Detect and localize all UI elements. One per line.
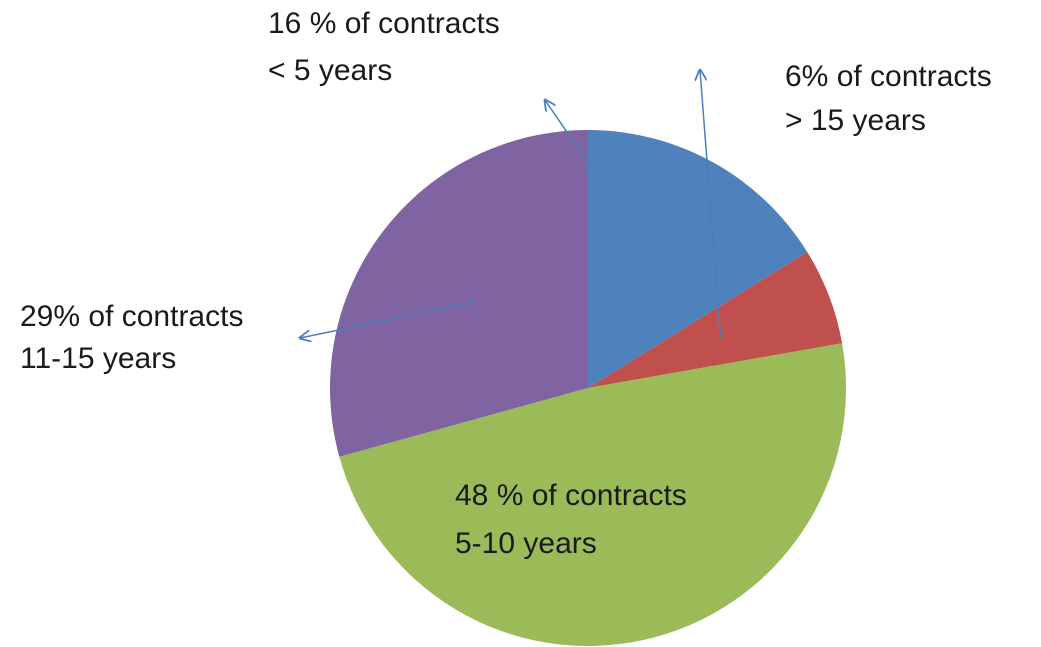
slice-value-label: 16 % of contracts — [268, 7, 500, 40]
leader-arrow — [700, 70, 722, 338]
slice-category-label: 5-10 years — [455, 527, 597, 560]
slice-category-label: > 15 years — [785, 104, 926, 137]
slice-category-label: < 5 years — [268, 54, 392, 87]
pie-slice — [588, 130, 808, 388]
leader-arrow — [300, 301, 476, 338]
slice-value-label: 48 % of contracts — [455, 479, 687, 512]
pie-slice — [330, 130, 588, 457]
pie-slice — [588, 251, 843, 388]
slice-value-label: 29% of contracts — [20, 300, 243, 333]
slice-category-label: 11-15 years — [20, 342, 176, 375]
labels: 16 % of contracts < 5 years 6% of contract… — [20, 7, 992, 560]
slice-value-label: 6% of contracts — [785, 60, 992, 93]
leader-arrow — [545, 100, 658, 265]
pie-slice — [339, 343, 846, 646]
pie — [330, 130, 846, 646]
